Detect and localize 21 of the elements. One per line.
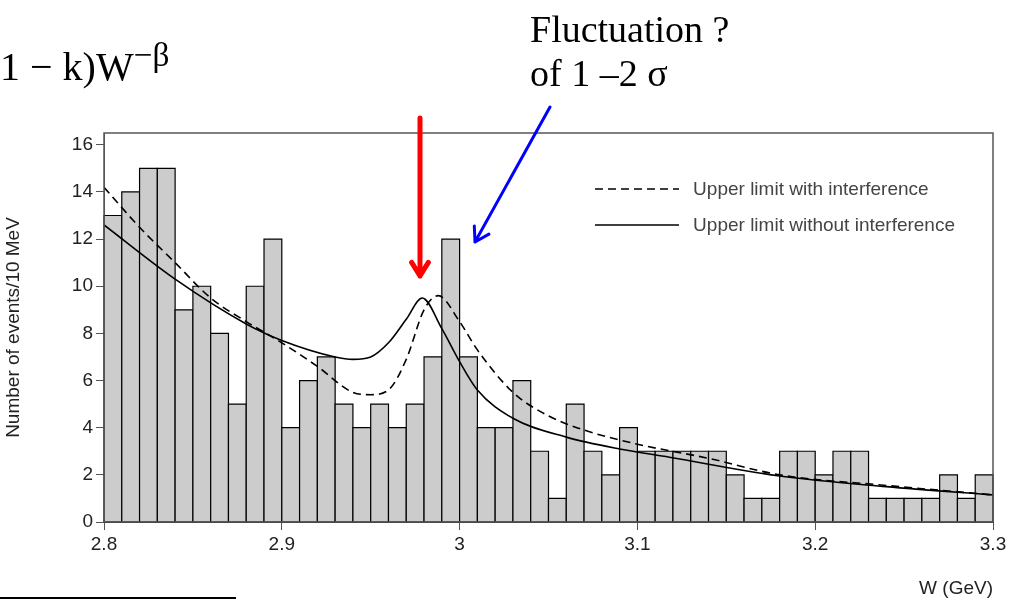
y-tick-label: 0 (82, 510, 93, 532)
y-tick-label: 10 (71, 274, 93, 296)
x-axis-title: W (GeV) (919, 576, 993, 598)
x-tick-label: 2.9 (268, 532, 296, 554)
y-axis-title: Number of events/10 MeV (1, 216, 23, 438)
y-tick-label: 6 (82, 368, 93, 390)
x-tick-label: 2.8 (90, 532, 118, 554)
x-tick-label: 3.2 (801, 532, 829, 554)
text: Fluctuation ? of 1 –2 σ (530, 8, 730, 96)
y-tick-label: 2 (82, 463, 93, 485)
x-tick-label: 3.1 (624, 532, 651, 554)
y-tick-label: 8 (82, 321, 93, 343)
y-tick-label: 4 (82, 415, 94, 437)
text: 1 − k)W$^{−β}$ (0, 36, 170, 91)
y-tick-label: 14 (71, 180, 94, 202)
y-tick-label: 16 (71, 133, 93, 155)
x-tick-label: 3 (454, 532, 465, 554)
legend-label: Upper limit with interference (693, 178, 929, 200)
legend-label: Upper limit without interference (693, 214, 955, 236)
y-tick-label: 12 (71, 227, 93, 249)
x-tick-label: 3.3 (979, 532, 1007, 554)
